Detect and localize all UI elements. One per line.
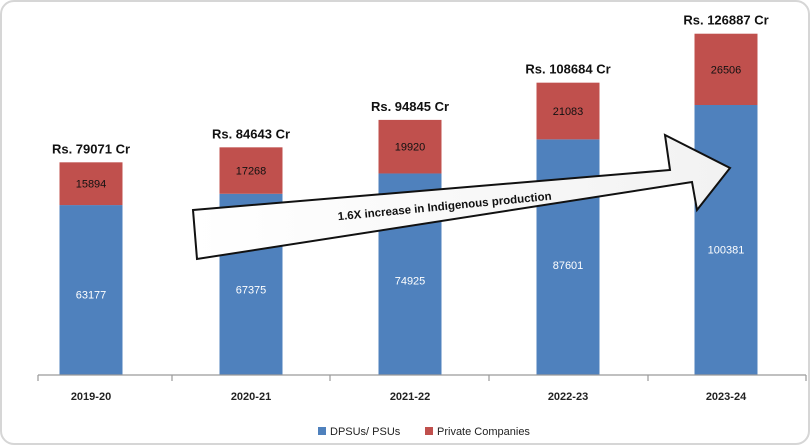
data-label-dpsu-2022-23: 87601 (553, 260, 584, 272)
data-label-dpsu-2019-20: 63177 (76, 290, 107, 302)
data-label-private-2021-22: 19920 (395, 142, 426, 154)
legend-label-private: Private Companies (437, 426, 530, 438)
bar-dpsu-2019-20 (59, 205, 123, 375)
growth-arrow (191, 133, 732, 261)
x-tick-label-2021-22: 2021-22 (390, 391, 430, 403)
data-label-dpsu-2023-24: 100381 (708, 245, 745, 257)
bar-private-2019-20 (59, 162, 123, 206)
data-label-private-2019-20: 15894 (76, 179, 107, 191)
legend-swatch-private (425, 427, 433, 435)
total-label-2019-20: Rs. 79071 Cr (52, 141, 130, 156)
legend-swatch-dpsu (318, 427, 326, 435)
data-label-private-2022-23: 21083 (553, 106, 584, 118)
total-label-2023-24: Rs. 126887 Cr (683, 13, 768, 28)
total-label-2020-21: Rs. 84643 Cr (212, 126, 290, 141)
x-tick-label-2023-24: 2023-24 (706, 391, 747, 403)
legend-label-dpsu: DPSUs/ PSUs (330, 426, 401, 438)
x-tick-label-2022-23: 2022-23 (548, 391, 588, 403)
x-tick-label-2020-21: 2020-21 (231, 391, 271, 403)
bar-private-2021-22 (378, 119, 442, 174)
bar-private-2022-23 (536, 82, 600, 140)
total-label-2022-23: Rs. 108684 Cr (525, 62, 610, 77)
data-label-private-2020-21: 17268 (236, 166, 267, 178)
bar-dpsu-2023-24 (694, 105, 758, 375)
bar-private-2020-21 (219, 147, 283, 194)
bar-dpsu-2022-23 (536, 139, 600, 375)
x-tick-label-2019-20: 2019-20 (71, 391, 111, 403)
bar-private-2023-24 (694, 33, 758, 106)
data-label-dpsu-2020-21: 67375 (236, 284, 267, 296)
data-label-dpsu-2021-22: 74925 (395, 275, 426, 287)
data-label-private-2023-24: 26506 (711, 64, 742, 76)
total-label-2021-22: Rs. 94845 Cr (371, 99, 449, 114)
